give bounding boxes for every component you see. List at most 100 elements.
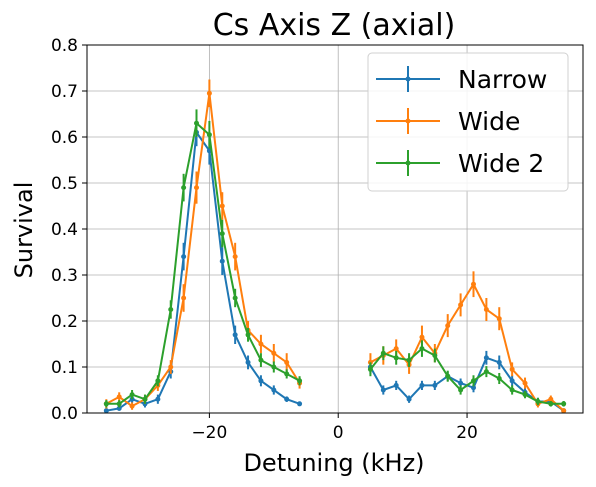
data-point	[458, 387, 464, 393]
x-axis-label: Detuning (kHz)	[243, 449, 424, 477]
y-tick-label: 0.3	[51, 266, 78, 286]
series-wide-2	[103, 109, 567, 408]
data-point	[219, 258, 225, 264]
chart-title: Cs Axis Z (axial)	[213, 8, 456, 43]
data-point	[232, 295, 238, 301]
data-point	[284, 371, 290, 377]
legend-label: Narrow	[458, 65, 547, 94]
data-point	[406, 357, 412, 363]
legend-label: Wide	[458, 107, 520, 136]
data-point	[258, 341, 264, 347]
y-axis-label: Survival	[10, 182, 38, 279]
series-line-wide-2	[369, 347, 564, 405]
data-point	[522, 380, 528, 386]
data-point	[509, 378, 515, 384]
y-tick-label: 0.1	[51, 358, 78, 378]
data-point	[509, 387, 515, 393]
series-line-wide	[105, 93, 301, 408]
data-point	[380, 350, 386, 356]
data-point	[458, 380, 464, 386]
tick-marks	[82, 44, 468, 418]
y-tick-labels: 0.0 0.1 0.2 0.3 0.4 0.5 0.6 0.7 0.8	[51, 36, 78, 424]
data-point	[155, 396, 161, 402]
data-point	[393, 346, 399, 352]
data-point	[129, 403, 135, 409]
data-point	[548, 401, 554, 407]
data-point	[194, 185, 200, 191]
legend-marker	[405, 76, 411, 82]
data-point	[393, 382, 399, 388]
y-tick-label: 0.6	[51, 128, 78, 148]
data-point	[271, 364, 277, 370]
data-point	[219, 203, 225, 209]
data-point	[142, 396, 148, 402]
data-point	[232, 254, 238, 260]
y-tick-label: 0.5	[51, 174, 78, 194]
y-tick-label: 0.4	[51, 220, 78, 240]
data-point	[483, 369, 489, 375]
data-point	[181, 295, 187, 301]
data-point	[419, 346, 425, 352]
data-point	[219, 231, 225, 237]
data-point	[181, 185, 187, 191]
data-point	[470, 281, 476, 287]
data-point	[483, 307, 489, 312]
data-point	[470, 385, 476, 391]
data-point	[367, 366, 373, 372]
x-tick-label: 20	[456, 423, 478, 443]
legend: Narrow Wide Wide 2	[367, 52, 569, 192]
data-point	[483, 355, 489, 361]
data-point	[168, 364, 174, 370]
data-point	[194, 120, 200, 126]
y-tick-label: 0.7	[51, 82, 78, 102]
data-point	[380, 387, 386, 393]
legend-entry-wide-2: Wide 2	[376, 149, 544, 178]
x-tick-label: −20	[191, 423, 227, 443]
data-point	[245, 332, 251, 338]
data-point	[458, 302, 464, 308]
data-point	[297, 401, 303, 407]
data-point	[155, 378, 161, 384]
data-point	[561, 408, 567, 414]
data-point	[496, 359, 502, 365]
x-tick-labels: −20 0 20	[191, 423, 477, 443]
data-point	[116, 394, 122, 400]
legend-entry-wide: Wide	[376, 107, 520, 136]
data-point	[284, 396, 290, 402]
data-point	[419, 334, 425, 340]
data-point	[258, 378, 264, 384]
data-point	[103, 401, 109, 407]
data-point	[129, 392, 135, 398]
data-point	[181, 254, 187, 260]
data-point	[284, 359, 290, 365]
data-point	[535, 399, 541, 404]
data-point	[297, 378, 303, 384]
legend-marker	[405, 118, 411, 124]
y-tick-label: 0.8	[51, 36, 78, 56]
data-point	[271, 350, 277, 356]
series-wide	[103, 79, 567, 414]
data-point	[271, 387, 277, 393]
data-point	[470, 378, 476, 384]
data-point	[496, 316, 502, 322]
y-tick-label: 0.0	[51, 404, 78, 424]
data-point	[116, 405, 122, 411]
legend-label: Wide 2	[458, 149, 544, 178]
data-point	[548, 396, 554, 402]
legend-box	[367, 52, 569, 192]
legend-entry-narrow: Narrow	[376, 65, 547, 94]
data-point	[432, 353, 438, 358]
series-line-wide-2	[106, 121, 301, 405]
data-point	[419, 382, 425, 388]
data-point	[206, 90, 212, 96]
data-point	[522, 392, 528, 398]
y-tick-label: 0.2	[51, 312, 78, 332]
data-point	[561, 401, 567, 407]
data-point	[206, 132, 212, 138]
data-point	[406, 396, 412, 402]
data-point	[445, 323, 451, 329]
data-point	[258, 357, 264, 363]
data-point	[232, 332, 238, 338]
data-point	[445, 373, 451, 379]
legend-marker	[405, 160, 411, 166]
